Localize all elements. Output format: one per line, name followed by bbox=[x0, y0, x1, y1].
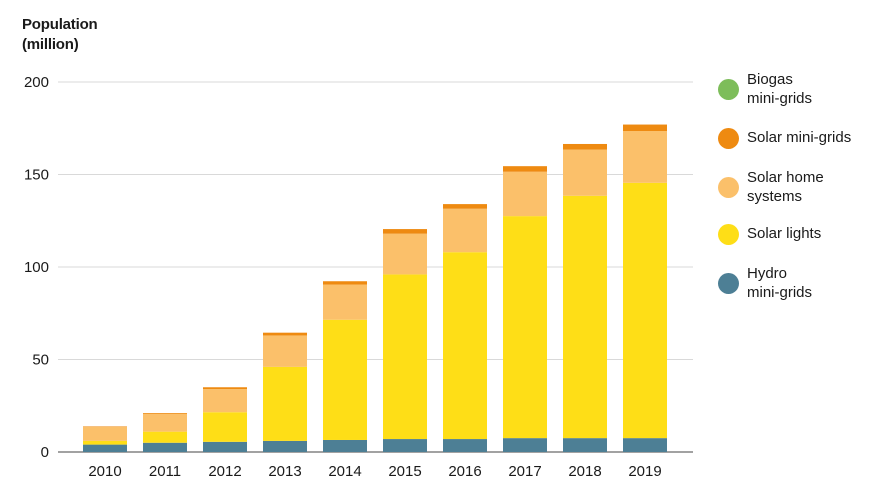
legend-label-solar-home-systems: Solar home systems bbox=[747, 169, 824, 205]
bar-segment bbox=[383, 229, 427, 234]
bar-segment bbox=[143, 442, 187, 452]
x-tick-label: 2011 bbox=[149, 463, 181, 480]
bar-stack-2016 bbox=[443, 204, 487, 452]
bar-segment bbox=[143, 431, 187, 443]
bars bbox=[83, 124, 667, 452]
bar-segment bbox=[503, 166, 547, 172]
y-tick-labels: 0 50 100 150 200 bbox=[24, 74, 49, 461]
bar-segment bbox=[503, 171, 547, 217]
bar-segment bbox=[263, 366, 307, 441]
bar-segment bbox=[563, 438, 607, 452]
bar-segment bbox=[443, 439, 487, 452]
legend-swatch-solar-home-systems bbox=[718, 177, 739, 198]
bar-stack-2012 bbox=[203, 387, 247, 452]
bar-segment bbox=[83, 444, 127, 452]
bar-segment bbox=[563, 143, 607, 150]
y-tick-label: 0 bbox=[41, 444, 49, 461]
legend-swatch-hydro bbox=[718, 273, 739, 294]
legend-swatch-biogas bbox=[718, 79, 739, 100]
y-tick-label: 100 bbox=[24, 259, 49, 276]
bar-segment bbox=[623, 131, 667, 183]
bar-segment bbox=[623, 182, 667, 439]
y-axis-title-line1: Population bbox=[22, 16, 98, 33]
bar-segment bbox=[623, 124, 667, 132]
legend-item-solar-home-systems: Solar home systems bbox=[718, 168, 824, 206]
bar-segment bbox=[263, 332, 307, 336]
bar-segment bbox=[383, 439, 427, 452]
bar-segment bbox=[443, 204, 487, 209]
bar-stack-2014 bbox=[323, 281, 367, 452]
x-tick-label: 2019 bbox=[628, 463, 661, 480]
legend-item-solar-lights: Solar lights bbox=[718, 224, 821, 245]
bar-stack-2018 bbox=[563, 143, 607, 452]
bar-segment bbox=[383, 274, 427, 440]
bar-stack-2013 bbox=[263, 332, 307, 452]
bar-segment bbox=[203, 412, 247, 442]
bar-segment bbox=[83, 426, 127, 428]
y-tick-label: 50 bbox=[32, 352, 49, 369]
legend-label-hydro: Hydro mini-grids bbox=[747, 265, 813, 301]
y-axis-title: Population (million) bbox=[22, 15, 98, 55]
bar-segment bbox=[443, 208, 487, 253]
x-tick-label: 2010 bbox=[88, 463, 121, 480]
x-tick-labels: 2010 2011 2012 2013 2014 2015 2016 2017 2018 2019 bbox=[88, 463, 661, 480]
bar-segment bbox=[503, 216, 547, 439]
bar-segment bbox=[443, 252, 487, 440]
x-tick-label: 2017 bbox=[508, 463, 541, 480]
bar-segment bbox=[203, 441, 247, 452]
bar-segment bbox=[323, 281, 367, 285]
y-tick-label: 150 bbox=[24, 167, 49, 184]
x-tick-label: 2014 bbox=[328, 463, 361, 480]
bar-segment bbox=[83, 440, 127, 445]
bar-segment bbox=[563, 195, 607, 439]
y-axis-title-line2: (million) bbox=[22, 36, 79, 53]
bar-segment bbox=[143, 413, 187, 415]
bar-segment bbox=[83, 427, 127, 441]
bar-segment bbox=[563, 149, 607, 196]
y-tick-label: 200 bbox=[24, 74, 49, 91]
legend-item-biogas: Biogas mini-grids bbox=[718, 70, 812, 108]
bar-segment bbox=[323, 284, 367, 320]
bar-stack-2017 bbox=[503, 166, 547, 452]
bar-stack-2010 bbox=[83, 426, 127, 452]
bar-segment bbox=[503, 438, 547, 452]
legend-item-hydro: Hydro mini-grids bbox=[718, 264, 812, 302]
legend-swatch-solar-mini-grids bbox=[718, 128, 739, 149]
bar-segment bbox=[323, 319, 367, 440]
legend-label-biogas: Biogas mini-grids bbox=[747, 71, 813, 107]
x-tick-label: 2018 bbox=[568, 463, 601, 480]
bar-segment bbox=[203, 389, 247, 413]
bar-stack-2019 bbox=[623, 124, 667, 452]
bar-segment bbox=[203, 387, 247, 390]
x-tick-label: 2012 bbox=[208, 463, 241, 480]
bar-segment bbox=[323, 439, 367, 452]
legend-swatch-solar-lights bbox=[718, 224, 739, 245]
legend-item-solar-mini-grids: Solar mini-grids bbox=[718, 128, 851, 149]
bar-segment bbox=[143, 414, 187, 432]
bar-segment bbox=[263, 335, 307, 367]
bar-segment bbox=[383, 233, 427, 275]
bar-stack-2015 bbox=[383, 229, 427, 452]
legend-label-solar-mini-grids: Solar mini-grids bbox=[747, 129, 852, 146]
x-tick-label: 2015 bbox=[388, 463, 421, 480]
bar-stack-2011 bbox=[143, 413, 187, 452]
x-tick-label: 2016 bbox=[448, 463, 481, 480]
bar-segment bbox=[623, 438, 667, 452]
x-tick-label: 2013 bbox=[268, 463, 301, 480]
legend-label-solar-lights: Solar lights bbox=[747, 225, 822, 242]
bar-segment bbox=[263, 440, 307, 452]
